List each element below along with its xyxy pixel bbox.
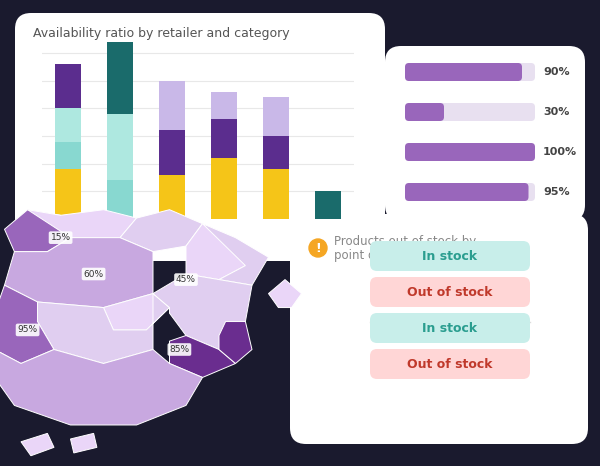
- FancyBboxPatch shape: [290, 214, 588, 444]
- Bar: [263, 169, 289, 219]
- Text: 85%: 85%: [169, 345, 190, 354]
- Polygon shape: [170, 336, 235, 377]
- FancyBboxPatch shape: [370, 277, 530, 307]
- Polygon shape: [186, 224, 245, 280]
- FancyBboxPatch shape: [405, 183, 529, 201]
- Text: 15%: 15%: [109, 229, 131, 239]
- Text: 45%: 45%: [176, 275, 196, 284]
- Bar: [211, 158, 237, 219]
- FancyBboxPatch shape: [370, 349, 530, 379]
- Polygon shape: [28, 210, 137, 238]
- FancyBboxPatch shape: [405, 63, 522, 81]
- Bar: [315, 192, 341, 219]
- Text: 90%: 90%: [543, 67, 569, 77]
- Bar: [159, 175, 185, 219]
- Bar: [55, 109, 81, 142]
- FancyBboxPatch shape: [405, 103, 535, 121]
- Text: In stock: In stock: [422, 322, 478, 335]
- Polygon shape: [0, 350, 203, 425]
- Polygon shape: [219, 322, 252, 363]
- Polygon shape: [120, 210, 203, 252]
- Text: Availability ratio by retailer and category: Availability ratio by retailer and categ…: [33, 27, 290, 40]
- Text: point of sale: point of sale: [334, 249, 407, 262]
- Bar: [107, 180, 133, 219]
- Bar: [159, 130, 185, 175]
- Polygon shape: [71, 433, 97, 453]
- Circle shape: [309, 239, 327, 257]
- Bar: [211, 92, 237, 119]
- Text: 95%: 95%: [17, 325, 38, 335]
- FancyBboxPatch shape: [405, 143, 535, 161]
- Polygon shape: [203, 224, 269, 285]
- FancyBboxPatch shape: [405, 143, 535, 161]
- Polygon shape: [153, 274, 252, 350]
- FancyBboxPatch shape: [370, 241, 530, 271]
- Text: Out of stock: Out of stock: [407, 286, 493, 299]
- Text: In stock: In stock: [422, 249, 478, 262]
- FancyBboxPatch shape: [15, 13, 385, 261]
- Text: 60%: 60%: [83, 269, 104, 279]
- Polygon shape: [104, 294, 170, 330]
- FancyBboxPatch shape: [405, 103, 444, 121]
- Bar: [159, 81, 185, 130]
- Bar: [107, 114, 133, 180]
- FancyBboxPatch shape: [370, 313, 530, 343]
- Polygon shape: [5, 210, 71, 252]
- Text: 100%: 100%: [543, 147, 577, 157]
- Polygon shape: [0, 285, 54, 363]
- Polygon shape: [37, 294, 170, 363]
- Bar: [263, 97, 289, 136]
- Polygon shape: [5, 238, 153, 308]
- Text: Products out of stock by: Products out of stock by: [334, 235, 476, 248]
- FancyBboxPatch shape: [405, 183, 535, 201]
- Polygon shape: [21, 433, 54, 456]
- Bar: [263, 136, 289, 169]
- Bar: [107, 3, 133, 114]
- Text: 30%: 30%: [543, 107, 569, 117]
- Text: 95%: 95%: [543, 187, 569, 197]
- Bar: [55, 142, 81, 169]
- FancyBboxPatch shape: [405, 63, 535, 81]
- Bar: [55, 64, 81, 109]
- Bar: [211, 119, 237, 158]
- Polygon shape: [269, 280, 302, 308]
- Text: 15%: 15%: [50, 233, 71, 242]
- Text: !: !: [315, 241, 321, 254]
- Bar: [55, 169, 81, 219]
- Text: Out of stock: Out of stock: [407, 357, 493, 370]
- FancyBboxPatch shape: [385, 46, 585, 221]
